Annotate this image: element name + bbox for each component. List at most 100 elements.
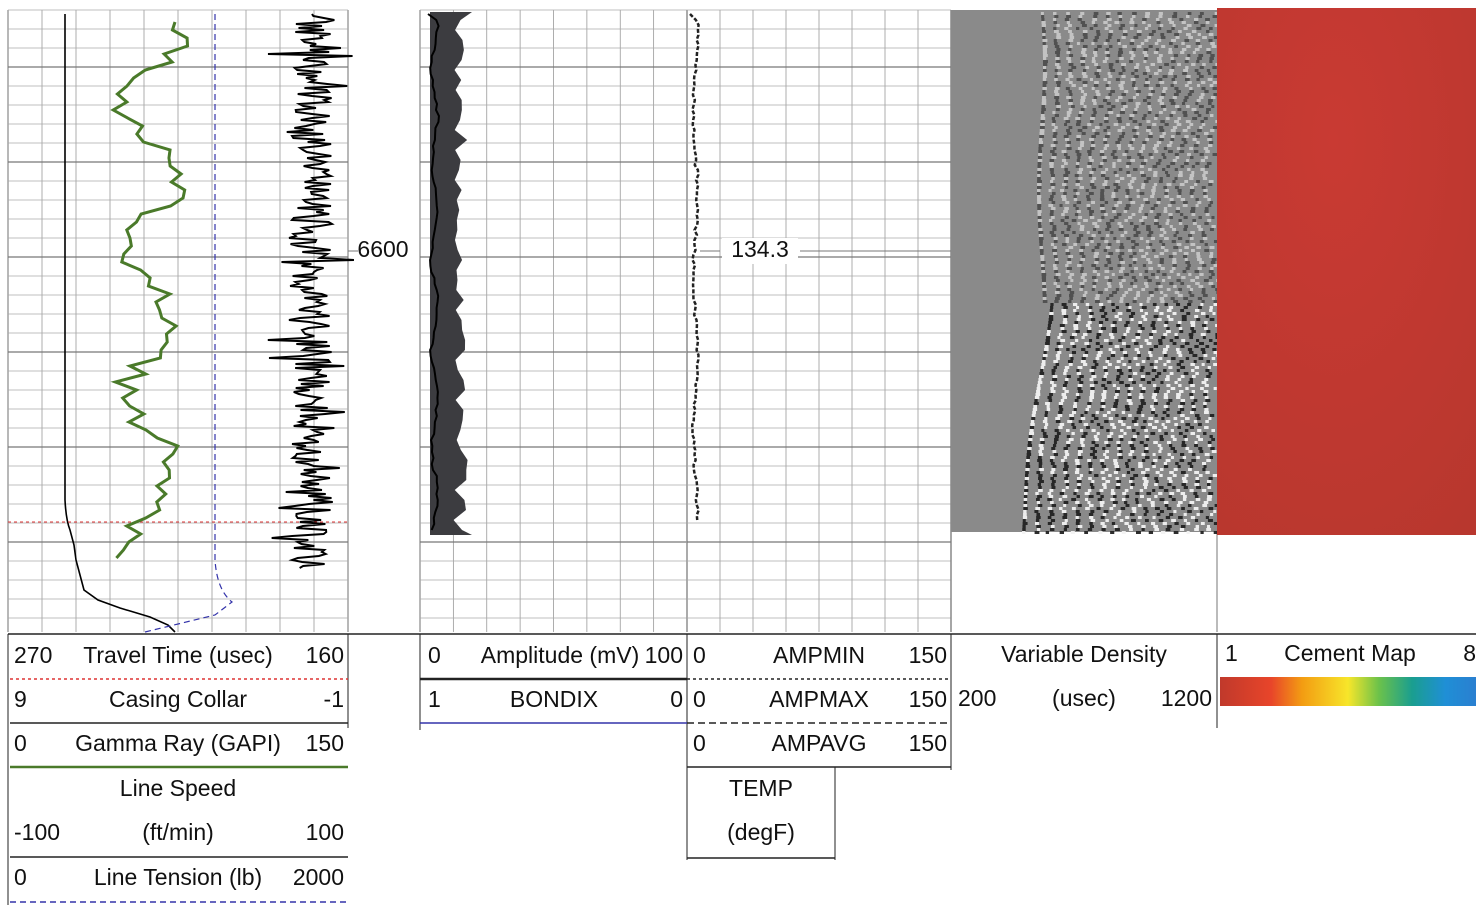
vdl-stripe	[1068, 246, 1074, 249]
vdl-stripe	[1063, 315, 1069, 318]
vdl-stripe	[1164, 63, 1169, 66]
vdl-stripe	[1092, 168, 1097, 171]
vdl-stripe	[1135, 492, 1140, 495]
vdl-stripe	[1053, 360, 1058, 363]
vdl-stripe	[1135, 363, 1140, 366]
vdl-stripe	[1118, 51, 1123, 54]
vdl-stripe	[1208, 507, 1214, 510]
vdl-stripe	[1207, 486, 1212, 489]
vdl-stripe	[1040, 261, 1046, 264]
vdl-stripe	[1134, 75, 1139, 78]
vdl-stripe	[1114, 315, 1119, 318]
vdl-stripe	[1194, 414, 1200, 417]
vdl-stripe	[1171, 60, 1176, 63]
vdl-stripe	[1177, 237, 1183, 240]
vdl-stripe	[1078, 114, 1082, 117]
vdl-stripe	[1080, 270, 1084, 273]
vdl-stripe	[1069, 273, 1075, 276]
vdl-stripe	[1044, 423, 1049, 426]
curve-name: Cement Map	[1284, 640, 1416, 666]
vdl-stripe	[1187, 12, 1192, 15]
vdl-stripe	[1129, 42, 1134, 45]
vdl-stripe	[1055, 108, 1060, 111]
vdl-stripe	[1186, 33, 1191, 36]
vdl-stripe	[1106, 225, 1112, 228]
vdl-stripe	[1211, 285, 1216, 288]
vdl-stripe	[1080, 57, 1086, 60]
vdl-stripe	[1172, 24, 1176, 27]
vdl-stripe	[1038, 378, 1042, 381]
vdl-stripe	[1139, 309, 1144, 312]
vdl-stripe	[1154, 150, 1159, 153]
vdl-stripe	[1148, 135, 1153, 138]
vdl-stripe	[1146, 228, 1151, 231]
vdl-stripe	[1080, 12, 1085, 15]
vdl-stripe	[1128, 306, 1132, 309]
vdl-stripe	[1159, 297, 1165, 300]
vdl-stripe	[1182, 480, 1188, 483]
vdl-stripe	[1088, 156, 1092, 159]
vdl-stripe	[1136, 432, 1140, 435]
vdl-stripe	[1049, 393, 1053, 396]
vdl-stripe	[1104, 276, 1109, 279]
vdl-stripe	[1163, 363, 1167, 366]
vdl-stripe	[1149, 348, 1154, 351]
vdl-stripe	[1056, 285, 1061, 288]
vdl-stripe	[1210, 42, 1215, 45]
vdl-stripe	[1041, 21, 1046, 24]
vdl-stripe	[1166, 30, 1172, 33]
vdl-stripe	[1039, 132, 1045, 135]
vdl-stripe	[1176, 363, 1181, 366]
vdl-stripe	[1108, 279, 1113, 282]
vdl-stripe	[1188, 300, 1193, 303]
vdl-stripe	[1113, 462, 1119, 465]
vdl-stripe	[1136, 195, 1140, 198]
vdl-stripe	[1037, 183, 1042, 186]
vdl-stripe	[1158, 339, 1163, 342]
vdl-stripe	[1042, 33, 1046, 36]
vdl-stripe	[1042, 282, 1046, 285]
vdl-stripe	[1183, 513, 1187, 516]
vdl-stripe	[1095, 357, 1100, 360]
vdl-stripe	[1116, 378, 1120, 381]
vdl-stripe	[1065, 171, 1071, 174]
vdl-stripe	[1071, 105, 1075, 108]
vdl-stripe	[1054, 126, 1058, 129]
vdl-stripe	[1076, 306, 1080, 309]
vdl-stripe	[1058, 402, 1064, 405]
vdl-stripe	[1164, 192, 1168, 195]
vdl-stripe	[1209, 255, 1214, 258]
vdl-stripe	[1095, 75, 1101, 78]
vdl-stripe	[1130, 240, 1136, 243]
vdl-stripe	[1130, 318, 1134, 321]
vdl-stripe	[1142, 51, 1148, 54]
vdl-stripe	[1153, 459, 1158, 462]
vdl-stripe	[1064, 186, 1069, 189]
vdl-stripe	[1112, 162, 1116, 165]
vdl-stripe	[1184, 84, 1189, 87]
vdl-stripe	[1066, 441, 1071, 444]
vdl-stripe	[1173, 285, 1177, 288]
vdl-stripe	[1077, 504, 1082, 507]
vdl-stripe	[1075, 207, 1079, 210]
vdl-stripe	[1128, 198, 1133, 201]
vdl-stripe	[1187, 81, 1192, 84]
vdl-stripe	[1101, 405, 1106, 408]
vdl-stripe	[1146, 120, 1151, 123]
vdl-stripe	[1092, 456, 1097, 459]
vdl-stripe	[1035, 519, 1040, 522]
vdl-stripe	[1141, 306, 1147, 309]
vdl-stripe	[1140, 42, 1145, 45]
vdl-stripe	[1100, 195, 1105, 198]
vdl-stripe	[1053, 366, 1057, 369]
vdl-stripe	[1129, 114, 1135, 117]
vdl-stripe	[1094, 444, 1099, 447]
vdl-stripe	[1039, 372, 1045, 375]
vdl-stripe	[1117, 12, 1122, 15]
vdl-stripe	[1132, 48, 1137, 51]
vdl-stripe	[1105, 84, 1109, 87]
vdl-stripe	[1185, 120, 1191, 123]
vdl-stripe	[1187, 303, 1192, 306]
vdl-stripe	[1081, 255, 1086, 258]
vdl-stripe	[1027, 441, 1032, 444]
